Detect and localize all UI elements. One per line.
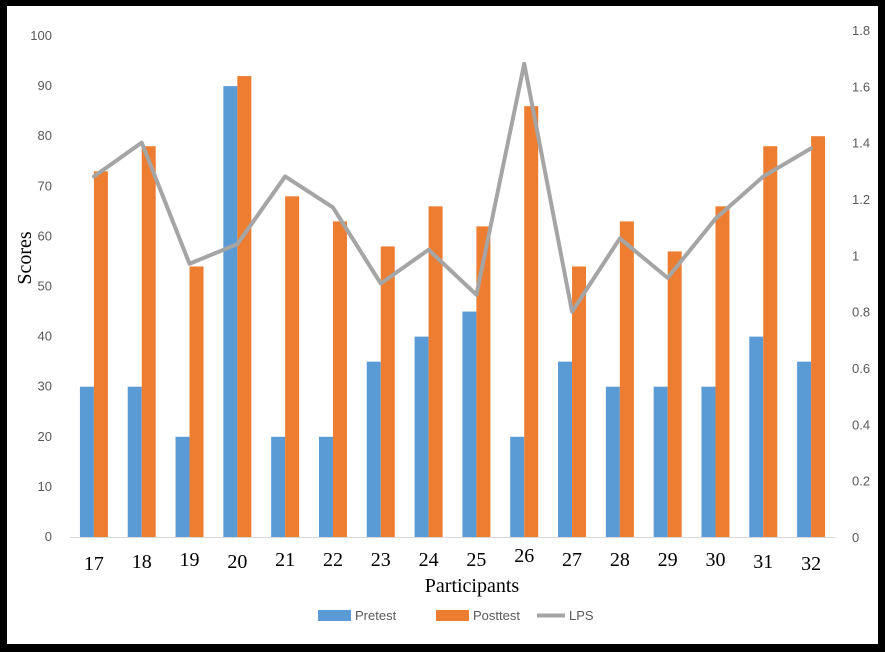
- bar-posttest-24: [428, 206, 443, 537]
- legend-swatch-posttest: [436, 610, 469, 621]
- y-tick-label: 50: [38, 279, 52, 294]
- bar-pretest-27: [558, 361, 573, 537]
- x-tick-label: 30: [705, 549, 725, 571]
- bar-posttest-30: [715, 206, 730, 537]
- x-tick-label: 17: [84, 553, 104, 575]
- bar-pretest-24: [414, 336, 429, 537]
- y-tick-label: 90: [38, 78, 52, 93]
- x-tick-label: 19: [180, 549, 200, 571]
- x-tick-label: 29: [658, 549, 678, 571]
- y-tick-label: 10: [38, 479, 52, 494]
- bar-posttest-29: [667, 251, 682, 537]
- x-axis-title: Participants: [425, 575, 520, 597]
- bar-posttest-22: [332, 221, 347, 537]
- bar-pretest-32: [797, 361, 812, 537]
- bar-posttest-28: [619, 221, 634, 537]
- bar-posttest-21: [285, 196, 300, 537]
- y-tick-label: 100: [30, 28, 52, 43]
- y-tick-label: 60: [38, 228, 52, 243]
- x-tick-label: 26: [514, 545, 534, 567]
- y-tick-label: 80: [38, 128, 52, 143]
- y-tick-label: 20: [38, 429, 52, 444]
- bar-pretest-19: [175, 436, 190, 537]
- bar-pretest-26: [510, 436, 525, 537]
- bars-group: [79, 76, 826, 538]
- bar-posttest-17: [93, 171, 108, 537]
- bar-posttest-25: [476, 226, 491, 537]
- left-axis: 0 10 20 30 40 50 60 70 80 90 100: [30, 28, 52, 544]
- legend-label-lps: LPS: [569, 608, 594, 623]
- x-tick-label: 23: [371, 549, 391, 571]
- x-tick-label: 27: [562, 549, 582, 571]
- x-tick-label: 32: [801, 553, 821, 575]
- y-tick-label: 30: [38, 379, 52, 394]
- y2-tick-label: 0: [852, 530, 859, 545]
- x-tick-label: 25: [466, 549, 486, 571]
- x-tick-label: 24: [419, 549, 439, 571]
- bar-pretest-29: [653, 386, 668, 537]
- bar-pretest-17: [79, 386, 94, 537]
- line-lps: [91, 61, 814, 314]
- legend-swatch-pretest: [318, 610, 351, 621]
- y-tick-label: 70: [38, 178, 52, 193]
- y2-tick-label: 1: [852, 248, 859, 263]
- bar-posttest-18: [141, 146, 156, 537]
- y2-tick-label: 1.6: [852, 79, 870, 94]
- legend-label-posttest: Posttest: [473, 608, 520, 623]
- x-tick-label: 21: [275, 549, 295, 571]
- legend-label-pretest: Pretest: [355, 608, 397, 623]
- y2-tick-label: 1.2: [852, 192, 870, 207]
- y2-tick-label: 1.8: [852, 23, 870, 38]
- bar-pretest-18: [127, 386, 142, 537]
- bar-posttest-19: [189, 266, 204, 537]
- y-tick-label: 40: [38, 329, 52, 344]
- bar-posttest-23: [380, 246, 395, 538]
- bar-pretest-20: [223, 86, 238, 537]
- bar-pretest-31: [749, 336, 764, 537]
- bar-pretest-25: [462, 311, 477, 537]
- x-axis: 17 18 19 20 21 22 23 24 25 26 27 28 29 30 31 32: [84, 545, 821, 575]
- bar-pretest-23: [366, 361, 381, 537]
- x-tick-label: 20: [227, 551, 247, 573]
- bar-pretest-28: [605, 386, 620, 537]
- x-tick-label: 28: [610, 549, 630, 571]
- y-axis-title: Scores: [14, 231, 36, 285]
- bar-pretest-22: [318, 436, 333, 537]
- x-tick-label: 18: [132, 551, 152, 573]
- y2-tick-label: 0.6: [852, 361, 870, 376]
- y-tick-label: 0: [45, 529, 52, 544]
- lps-line-group: [91, 61, 814, 314]
- bar-pretest-21: [271, 436, 286, 537]
- y2-tick-label: 0.2: [852, 474, 870, 489]
- y2-tick-label: 1.4: [852, 136, 870, 151]
- x-tick-label: 31: [753, 551, 773, 573]
- y2-tick-label: 0.4: [852, 417, 870, 432]
- bar-posttest-27: [572, 266, 587, 537]
- bar-posttest-26: [524, 106, 539, 537]
- x-tick-label: 22: [323, 549, 343, 571]
- right-axis: 0 0.2 0.4 0.6 0.8 1 1.2 1.4 1.6 1.8: [852, 23, 870, 545]
- bar-posttest-31: [763, 146, 778, 537]
- legend: Pretest Posttest LPS: [318, 608, 594, 623]
- bar-posttest-32: [811, 136, 826, 537]
- y2-tick-label: 0.8: [852, 305, 870, 320]
- bar-pretest-30: [701, 386, 716, 537]
- bar-posttest-20: [237, 76, 252, 537]
